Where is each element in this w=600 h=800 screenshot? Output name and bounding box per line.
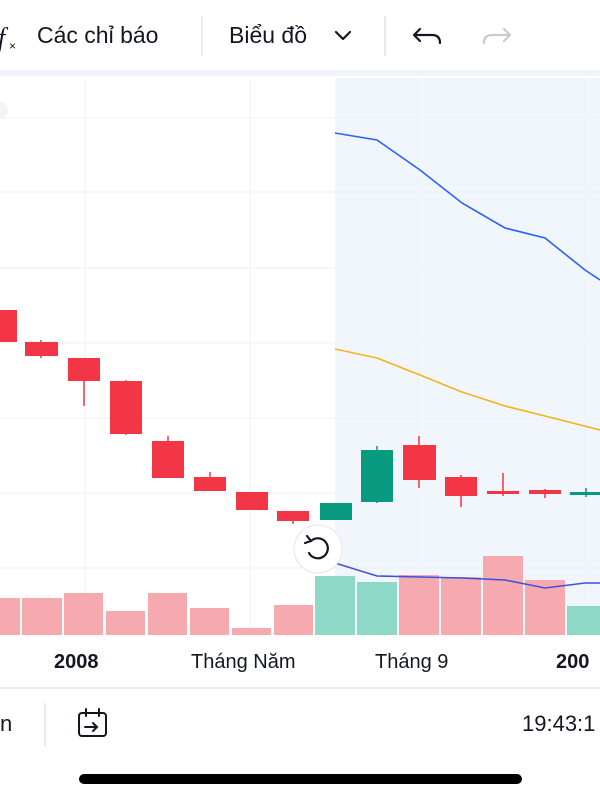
range-button[interactable]: n: [0, 711, 13, 736]
volume-bar: [232, 628, 271, 635]
volume-bar: [483, 556, 523, 635]
volume-bar: [0, 598, 20, 635]
volume-bar: [399, 575, 439, 635]
corner-button[interactable]: [0, 102, 8, 118]
volume-bar: [106, 611, 145, 635]
chart-type-button[interactable]: Biểu đồ: [229, 22, 308, 48]
volume-bar: [274, 605, 313, 635]
volume-bar: [148, 593, 187, 635]
x-axis-label: 200: [556, 651, 590, 673]
candle: [68, 358, 100, 381]
indicators-button[interactable]: Các chỉ báo: [37, 22, 159, 48]
fx-icon-x: ×: [9, 39, 16, 53]
candle: [529, 490, 561, 494]
volume-bar: [22, 598, 62, 635]
x-axis-label: Tháng Năm: [191, 651, 296, 673]
volume-bar: [567, 606, 600, 635]
indicator-line-lower: [334, 562, 600, 589]
candle: [487, 491, 519, 494]
reset-icon-head: [303, 534, 313, 545]
candle: [403, 445, 436, 480]
x-axis-label: Tháng 9: [375, 651, 449, 673]
volume-bars: [0, 556, 600, 635]
candle: [570, 492, 600, 495]
candle: [236, 492, 268, 510]
reset-button[interactable]: [293, 524, 343, 574]
candle: [194, 477, 226, 491]
candles: [0, 310, 600, 524]
candle: [320, 503, 352, 520]
candle: [277, 511, 309, 521]
candle: [25, 342, 58, 356]
highlight-range: [335, 78, 600, 635]
fx-icon[interactable]: f: [0, 23, 9, 52]
indicator-line-middle: [334, 348, 600, 431]
volume-bar: [525, 580, 565, 635]
volume-bar: [315, 576, 355, 635]
toolbar-separator: [0, 70, 600, 76]
indicator-line-upper: [334, 132, 600, 281]
volume-bar: [357, 582, 397, 635]
candle: [110, 381, 142, 434]
clock: 19:43:1: [522, 711, 596, 736]
reset-icon: [307, 537, 329, 560]
candle: [152, 441, 184, 478]
candle: [445, 477, 477, 496]
chevron-down[interactable]: [334, 30, 352, 41]
volume-bar: [64, 593, 103, 635]
home-indicator: [79, 774, 522, 784]
volume-bar: [190, 608, 229, 635]
x-axis-label: 2008: [54, 651, 99, 673]
undo-button[interactable]: [412, 27, 442, 45]
candle: [361, 450, 393, 502]
date-range-icon[interactable]: [78, 708, 107, 737]
volume-bar: [441, 577, 481, 635]
redo-button[interactable]: [482, 27, 512, 45]
candle: [0, 310, 17, 342]
